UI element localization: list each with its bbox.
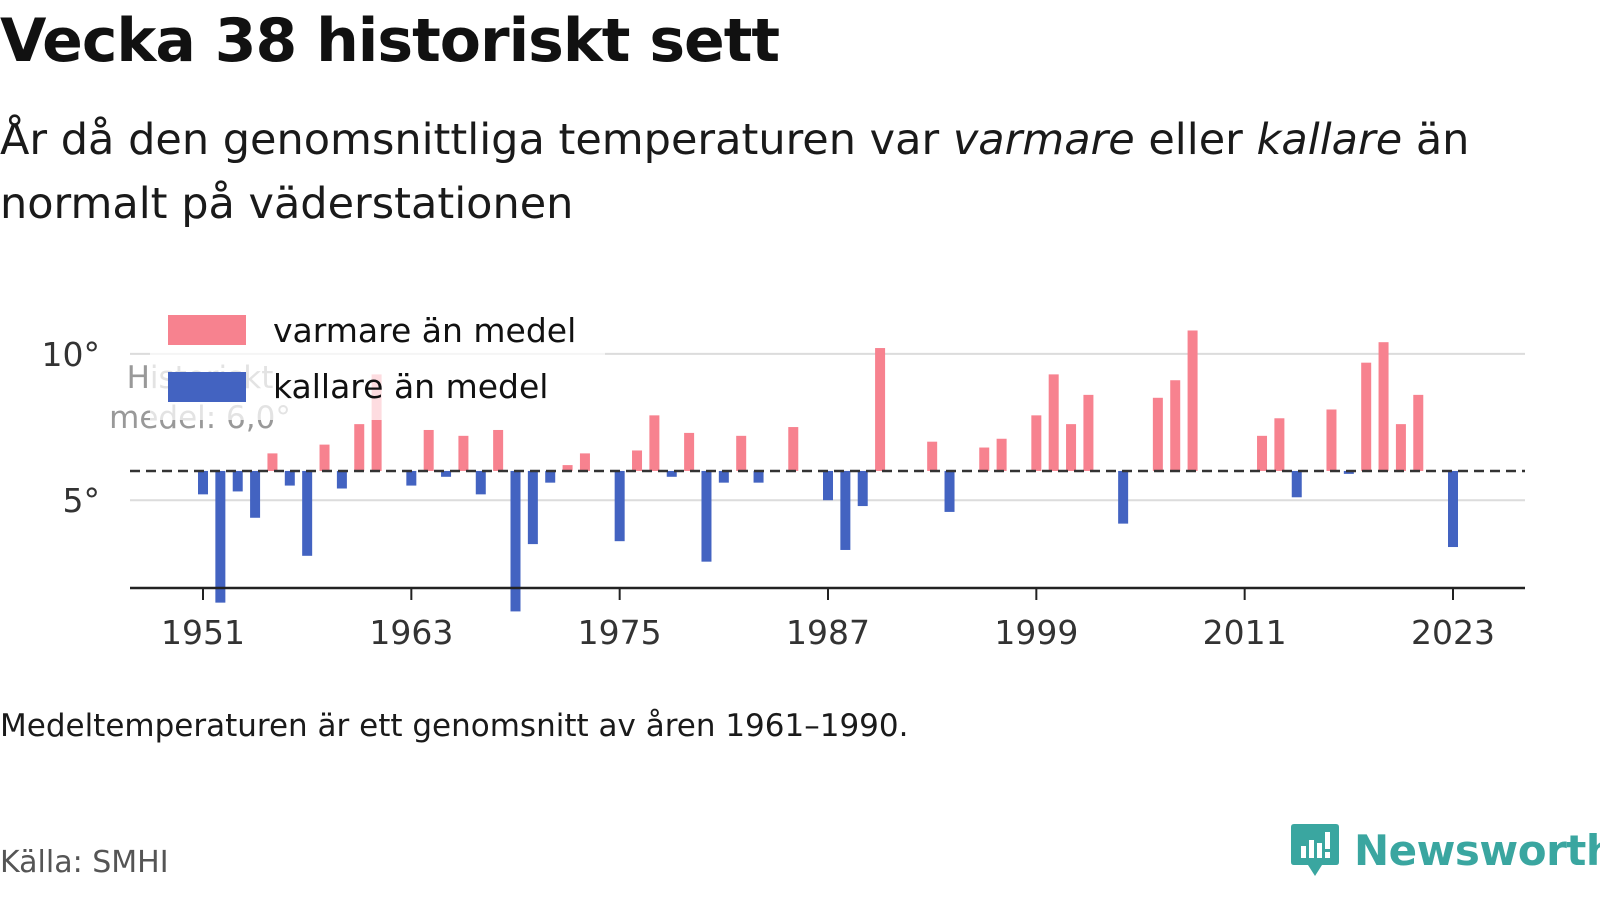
cold-bar <box>944 470 955 512</box>
warm-bar <box>1066 424 1077 471</box>
source-label: Källa: SMHI <box>0 845 169 880</box>
warm-bar <box>319 444 330 471</box>
x-tick-label: 2023 <box>1411 613 1495 652</box>
subtitle-part-2: eller <box>1134 115 1257 165</box>
cold-bar <box>232 470 243 492</box>
warm-bar <box>1361 362 1372 471</box>
x-tick-label: 1987 <box>786 613 870 652</box>
cold-bar <box>614 470 625 542</box>
brand-logo: Newsworthy <box>1290 822 1600 878</box>
cold-bar <box>250 470 261 518</box>
warm-bar <box>1048 374 1059 471</box>
temperature-bar-chart: 10°5°Historisktmedel: 6,0°varmare än med… <box>42 302 1525 652</box>
warm-bar <box>1152 397 1163 471</box>
subtitle-part-1: År då den genomsnittliga temperaturen va… <box>0 115 953 165</box>
warm-bar <box>423 429 434 471</box>
warm-bar <box>1187 330 1198 471</box>
y-tick-label: 5° <box>63 481 101 520</box>
warm-bar <box>1083 394 1094 471</box>
cold-bar <box>475 470 486 495</box>
warm-bar <box>684 432 695 471</box>
cold-bar <box>545 470 556 483</box>
warm-bar <box>493 429 504 471</box>
warm-bar <box>788 427 799 471</box>
x-tick-label: 1999 <box>994 613 1078 652</box>
cold-bar <box>753 470 764 483</box>
cold-bar <box>1118 470 1129 524</box>
warm-bar <box>458 435 469 471</box>
cold-bar <box>302 470 313 556</box>
warm-bar <box>927 441 938 471</box>
chart-subtitle: År då den genomsnittliga temperaturen va… <box>0 108 1500 236</box>
cold-bar <box>701 470 712 562</box>
cold-bar <box>336 470 347 489</box>
cold-bar <box>666 470 677 477</box>
warm-bar <box>1170 380 1181 471</box>
legend-cold-label: kallare än medel <box>273 367 548 406</box>
warm-bar <box>371 374 382 471</box>
cold-bar <box>441 470 452 477</box>
chart-title: Vecka 38 historiskt sett <box>0 6 780 76</box>
brand-name: Newsworthy <box>1354 825 1600 875</box>
cold-bar <box>406 470 417 486</box>
cold-bar <box>527 470 538 545</box>
subtitle-part-3: än normalt på väderstationen <box>0 115 1470 229</box>
subtitle-warm-word: varmare <box>952 115 1135 165</box>
warm-bar <box>1413 394 1424 471</box>
cold-bar <box>1343 470 1354 474</box>
warm-bar <box>562 465 573 471</box>
x-tick-label: 1951 <box>161 613 245 652</box>
cold-bar <box>840 470 851 550</box>
cold-bar <box>823 470 833 501</box>
cold-bar <box>510 470 521 612</box>
warm-bar <box>996 438 1007 471</box>
x-tick-label: 2011 <box>1203 613 1287 652</box>
newsworthy-logo-icon <box>1291 824 1339 876</box>
cold-bar <box>198 470 208 495</box>
cold-bar <box>1291 470 1302 498</box>
cold-bar <box>284 470 295 486</box>
subtitle-cold-word: kallare <box>1256 115 1403 165</box>
cold-bar <box>215 470 226 603</box>
y-tick-label: 10° <box>42 335 101 374</box>
warm-bar <box>875 348 886 471</box>
warm-bar <box>979 447 990 471</box>
warm-bar <box>1274 418 1285 471</box>
warm-bar <box>1378 342 1389 471</box>
legend-warm-swatch <box>168 315 246 345</box>
footnote: Medeltemperaturen är ett genomsnitt av å… <box>0 708 909 744</box>
warm-bar <box>1031 415 1042 471</box>
x-tick-label: 1975 <box>578 613 662 652</box>
warm-bar <box>649 415 660 471</box>
cold-bar <box>857 470 868 507</box>
legend-cold-swatch <box>168 372 246 402</box>
warm-bar <box>632 450 643 471</box>
x-tick-label: 1963 <box>369 613 453 652</box>
warm-bar <box>267 453 278 471</box>
warm-bar <box>579 453 590 471</box>
warm-bar <box>354 424 365 471</box>
warm-bar <box>736 435 747 471</box>
cold-bar <box>1448 470 1458 548</box>
warm-bar <box>1257 435 1268 471</box>
warm-bar <box>1326 409 1337 471</box>
cold-bar <box>718 470 729 483</box>
warm-bar <box>1395 424 1406 471</box>
legend-warm-label: varmare än medel <box>273 311 576 350</box>
